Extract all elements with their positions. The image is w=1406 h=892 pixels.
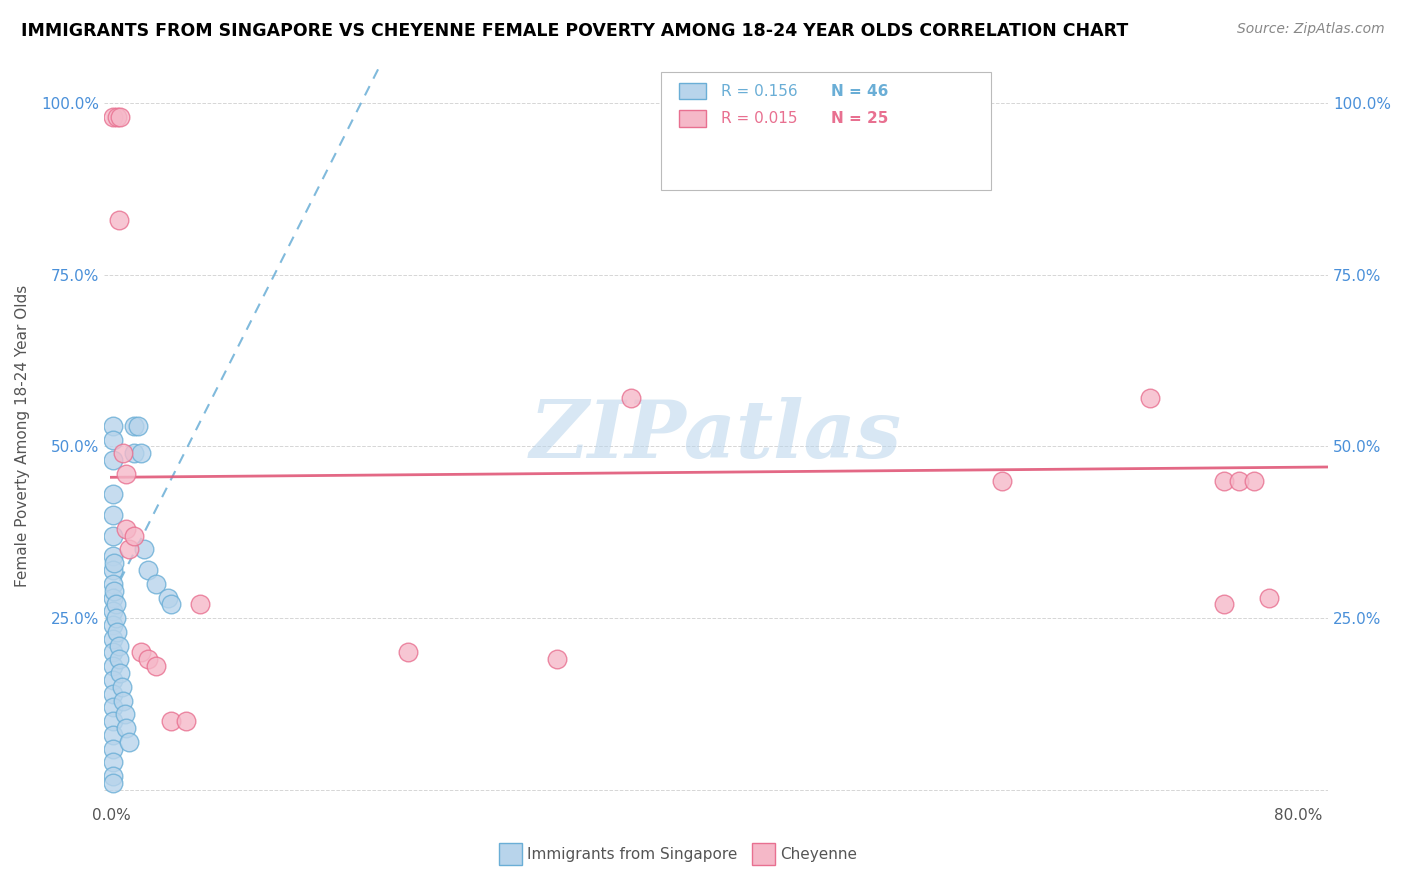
Point [620,392,643,406]
Point [122,529,145,543]
Point [110,110,132,124]
Point [101,591,124,605]
Point [115,522,138,536]
Point [159,598,181,612]
Point [127,418,149,433]
Text: IMMIGRANTS FROM SINGAPORE VS CHEYENNE FEMALE POVERTY AMONG 18-24 YEAR OLDS CORRE: IMMIGRANTS FROM SINGAPORE VS CHEYENNE FE… [21,22,1129,40]
Point [115,467,138,481]
Point [145,576,167,591]
Text: Immigrants from Singapore: Immigrants from Singapore [527,847,738,862]
Point [112,693,135,707]
Point [101,769,124,783]
Point [101,632,124,646]
Point [108,212,131,227]
Point [129,446,152,460]
Point [101,618,124,632]
Point [110,666,132,681]
Point [101,487,124,501]
Point [101,529,124,543]
Point [103,556,125,570]
Point [101,776,124,790]
Point [101,741,124,756]
Point [105,624,128,639]
Point [990,474,1012,488]
Point [1139,392,1161,406]
Point [101,563,124,577]
Point [159,714,181,728]
Point [112,446,135,460]
Point [101,659,124,673]
Point [1213,598,1236,612]
Point [138,652,160,666]
Point [101,453,124,467]
Point [103,583,125,598]
Point [101,433,124,447]
Point [145,659,167,673]
Text: ZIPatlas: ZIPatlas [530,397,903,475]
Point [108,639,131,653]
Point [122,418,145,433]
Point [101,508,124,522]
Text: R = 0.156: R = 0.156 [721,84,797,99]
Point [546,652,568,666]
Point [101,756,124,770]
Point [101,549,124,564]
Point [114,707,136,722]
Point [101,687,124,701]
Point [122,446,145,460]
Point [190,598,212,612]
Point [396,645,419,659]
Point [101,418,124,433]
Point [138,563,160,577]
Point [101,645,124,659]
Point [101,604,124,618]
Point [101,110,124,124]
Point [105,110,128,124]
Point [101,700,124,714]
Point [118,542,141,557]
Point [108,652,131,666]
Text: Source: ZipAtlas.com: Source: ZipAtlas.com [1237,22,1385,37]
Point [101,576,124,591]
FancyBboxPatch shape [661,72,991,190]
Bar [679,83,706,99]
Point [101,673,124,687]
Point [1243,474,1265,488]
Point [104,598,127,612]
Point [1213,474,1236,488]
Text: Cheyenne: Cheyenne [780,847,858,862]
Text: N = 25: N = 25 [831,111,889,126]
Text: N = 46: N = 46 [831,84,889,99]
Point [104,611,127,625]
Y-axis label: Female Poverty Among 18-24 Year Olds: Female Poverty Among 18-24 Year Olds [15,285,30,587]
Point [132,542,155,557]
Point [129,645,152,659]
Point [1227,474,1250,488]
Point [101,728,124,742]
Text: R = 0.015: R = 0.015 [721,111,797,126]
Point [118,735,141,749]
Point [174,714,197,728]
Point [156,591,179,605]
Point [1257,591,1279,605]
Point [101,714,124,728]
Point [115,721,138,735]
Point [111,680,134,694]
Bar [679,111,706,127]
